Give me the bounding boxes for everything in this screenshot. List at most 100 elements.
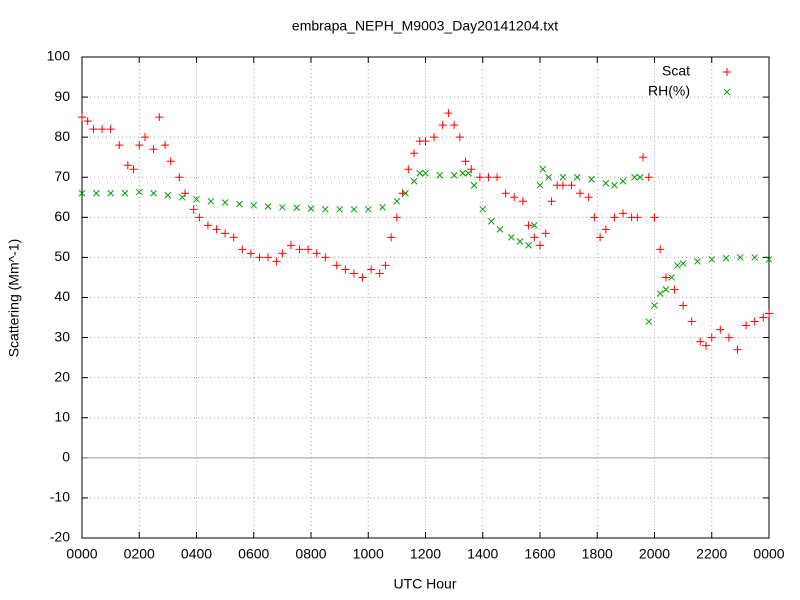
point: [679, 301, 688, 310]
point: [341, 265, 350, 274]
y-axis-label: Scattering (Mm^-1): [6, 239, 22, 358]
point: [444, 109, 453, 118]
x-tick-label: 0200: [124, 546, 155, 562]
point: [602, 179, 610, 187]
point: [140, 133, 149, 142]
point: [404, 165, 413, 174]
point: [422, 169, 429, 177]
point: [707, 333, 716, 342]
point: [619, 177, 627, 185]
x-tick-label: 0000: [66, 546, 97, 562]
point: [381, 261, 390, 270]
point: [759, 313, 768, 322]
point: [164, 191, 172, 199]
point: [229, 233, 238, 242]
point: [461, 157, 470, 166]
point: [181, 189, 190, 198]
point: [644, 173, 653, 182]
point: [307, 205, 315, 212]
point: [479, 205, 487, 213]
point: [430, 133, 439, 142]
point: [670, 285, 679, 294]
point: [321, 253, 330, 262]
y-tick-label: 40: [54, 288, 70, 304]
point: [195, 213, 204, 222]
point: [193, 195, 200, 203]
y-tick-label: 20: [54, 368, 70, 384]
y-tick-label: 50: [54, 248, 70, 264]
point: [221, 199, 229, 206]
point: [83, 117, 92, 126]
legend-label: RH(%): [648, 83, 690, 99]
x-tick-label: 2000: [639, 546, 670, 562]
point: [601, 225, 610, 234]
point: [149, 145, 158, 154]
point: [750, 317, 759, 326]
point: [656, 245, 665, 254]
point: [438, 121, 447, 130]
point: [694, 258, 701, 265]
point: [722, 254, 730, 262]
point: [530, 221, 538, 229]
point: [559, 173, 567, 181]
point: [312, 249, 321, 258]
point: [751, 254, 759, 261]
point: [733, 345, 742, 354]
point: [264, 203, 272, 210]
point: [393, 197, 401, 205]
point: [203, 221, 212, 230]
point: [416, 169, 424, 177]
point: [465, 169, 472, 177]
point: [255, 253, 264, 262]
point: [178, 193, 186, 201]
point: [166, 157, 175, 166]
point: [662, 286, 670, 293]
point: [536, 241, 544, 250]
y-tick-label: 70: [54, 168, 70, 184]
point: [661, 273, 670, 282]
point: [516, 238, 524, 245]
point: [238, 245, 247, 254]
point: [123, 161, 132, 170]
x-tick-label: 0600: [238, 546, 269, 562]
point: [321, 205, 329, 213]
y-tick-label: 80: [54, 128, 70, 144]
point: [645, 318, 653, 325]
x-tick-label: 0400: [181, 546, 212, 562]
point: [410, 177, 418, 185]
point: [650, 213, 659, 222]
point: [702, 341, 711, 350]
point: [539, 165, 547, 173]
point: [687, 317, 696, 326]
point: [475, 173, 484, 182]
point: [336, 205, 343, 213]
point: [135, 141, 144, 150]
point: [459, 169, 467, 177]
x-tick-label: 2200: [696, 546, 727, 562]
point: [590, 213, 599, 222]
point: [619, 209, 628, 218]
point: [496, 226, 504, 233]
x-tick-label: 1200: [410, 546, 441, 562]
point: [530, 233, 539, 242]
plot-frame: [81, 56, 770, 539]
point: [596, 233, 605, 242]
point: [89, 125, 98, 134]
point: [135, 188, 143, 196]
point: [379, 203, 386, 211]
point: [278, 249, 287, 258]
point: [410, 149, 419, 158]
point: [737, 254, 744, 261]
point: [501, 189, 510, 198]
point: [493, 173, 502, 182]
legend-marker: [723, 68, 731, 76]
point: [510, 193, 519, 202]
point: [484, 173, 493, 182]
point: [264, 253, 273, 262]
point: [106, 125, 115, 134]
point: [455, 133, 464, 142]
point: [656, 290, 664, 297]
point: [547, 197, 556, 206]
point: [332, 261, 341, 270]
